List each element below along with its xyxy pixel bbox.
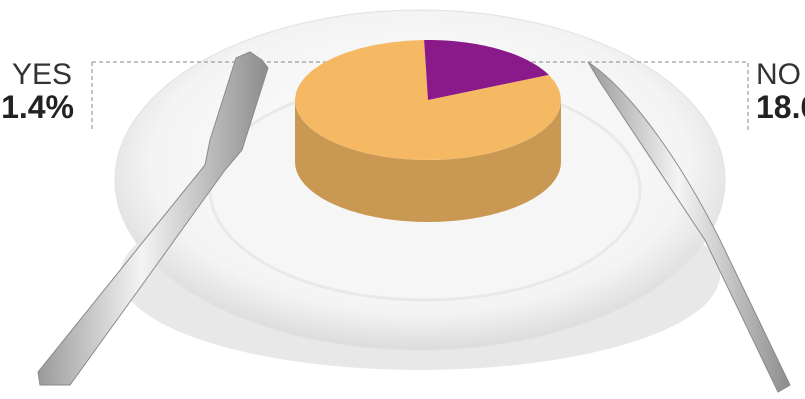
pie-side (295, 100, 561, 222)
category-label: YES (12, 58, 72, 91)
knife (587, 61, 791, 393)
pie-slice (424, 40, 549, 100)
category-label: NO (756, 58, 801, 91)
fork (37, 51, 269, 386)
pie-slice (295, 40, 561, 160)
value-label: 18.6% (756, 89, 805, 125)
value-label: 81.4% (0, 89, 74, 125)
